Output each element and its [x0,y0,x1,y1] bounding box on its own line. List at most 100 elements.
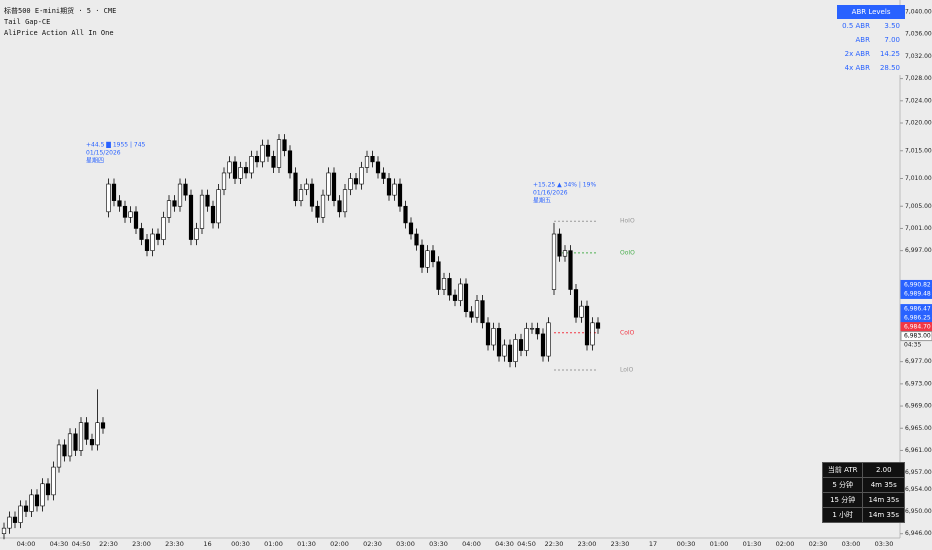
candle-body [397,183,403,207]
atr-cell: 4m 35s [862,477,905,493]
candle-body [183,183,188,196]
candle-body [430,250,436,263]
x-tick-label: 01:30 [297,540,316,548]
y-tick-label: 6,969.00 [905,403,932,410]
y-tick-label: 7,001.00 [905,225,932,232]
candle-body [403,205,408,224]
candle-body [51,466,56,496]
y-tick-label: 6,965.00 [905,425,932,432]
candle-body [34,494,40,507]
candle-body [480,300,485,324]
candle-body [370,156,375,163]
candle-body [62,444,67,457]
abr-row: 0.5 ABR 3.50 [837,19,905,33]
candle-body [381,172,386,179]
atr-row: 1 小时 14m 35s [821,507,905,523]
x-tick-label: 22:30 [545,540,564,548]
candle-body [452,294,458,301]
candle-body [304,183,309,190]
candle-body [309,183,315,207]
candle-body [524,328,529,351]
candle-body [194,228,199,240]
y-tick-label: 7,010.00 [905,175,932,182]
abr-cell: 2x ABR [844,50,870,58]
candle-body [579,305,584,318]
atr-row: 15 分钟 14m 35s [821,492,905,508]
price-label: 6,989.48 [904,290,931,297]
x-tick-label: 04:50 [517,540,536,548]
candle-body [155,233,161,240]
candle-body [282,139,287,152]
y-tick-label: 7,015.00 [905,147,932,154]
x-tick-label: 04:30 [50,540,69,548]
candle-body [463,283,469,313]
candle-body [133,211,139,229]
candle-body [315,205,320,218]
annotation: +44.5 ▇ 1955 | 745 [86,142,146,149]
candle-body [161,217,166,240]
y-tick-label: 7,028.00 [905,75,932,82]
price-label: 6,986.25 [904,315,931,322]
candle-body [485,322,491,346]
x-tick-label: 01:00 [710,540,729,548]
candle-body [12,516,18,523]
candle-body [221,172,227,190]
candle-body [139,228,144,240]
candle-body [353,178,359,185]
price-label: 6,986.47 [904,306,931,313]
candle-body [84,422,89,440]
candle-body [1,527,7,535]
atr-cell: 15 分钟 [821,492,864,508]
x-tick-label: 04:50 [72,540,91,548]
atr-row: 当前 ATR 2.00 [821,462,905,478]
y-tick-label: 6,946.00 [905,530,932,537]
abr-row: ABR 7.00 [837,33,905,47]
y-tick-label: 6,977.00 [905,358,932,365]
candle-body [254,156,260,163]
candle-body [320,194,326,218]
candle-body [144,239,150,251]
x-tick-label: 04:00 [17,540,36,548]
candle-body [232,161,238,179]
price-label: 6,990.82 [904,281,931,288]
price-label: 6,984.70 [904,324,931,331]
candle-body [447,278,452,296]
price-label: 6,983.00 [904,333,931,340]
x-tick-label: 03:30 [875,540,894,548]
y-tick-label: 6,954.00 [905,486,932,493]
price-label-box [900,331,932,342]
x-tick-label: 23:00 [132,540,151,548]
x-tick-label: 02:00 [330,540,349,548]
abr-row: 2x ABR 14.25 [837,47,905,61]
abr-row: 4x ABR 28.50 [837,61,905,75]
x-tick-label: 23:30 [165,540,184,548]
annotation: 星期五 [533,197,551,205]
abr-cell: 7.00 [884,36,900,44]
candle-body [513,339,518,362]
candle-body [392,183,397,196]
candle-body [590,322,595,346]
atr-table: 当前 ATR 2.00 5 分钟 4m 35s 15 分钟 14m 35s 1 小时 14m … [821,462,905,523]
candle-body [18,505,23,523]
x-tick-label: 02:00 [776,540,795,548]
candle-body [265,144,271,157]
abr-cell: ABR [855,36,870,44]
candle-body [436,261,441,290]
candle-body [469,311,474,318]
candle-body [23,505,29,512]
candle-body [507,344,513,362]
candle-body [502,344,507,357]
candle-body [491,328,496,346]
candle-body [474,300,480,318]
y-tick-label: 6,957.00 [905,469,932,476]
indicator-name: AliPrice Action All In One [4,29,114,37]
candle-body [243,167,249,174]
candle-body [271,156,276,168]
candle-body [287,150,293,174]
x-tick-label: 23:00 [578,540,597,548]
candle-body [425,250,430,268]
annotation: 星期四 [86,157,104,165]
abr-cell: 3.50 [884,22,900,30]
x-tick-label: 04:00 [462,540,481,548]
candle-body [595,322,601,329]
